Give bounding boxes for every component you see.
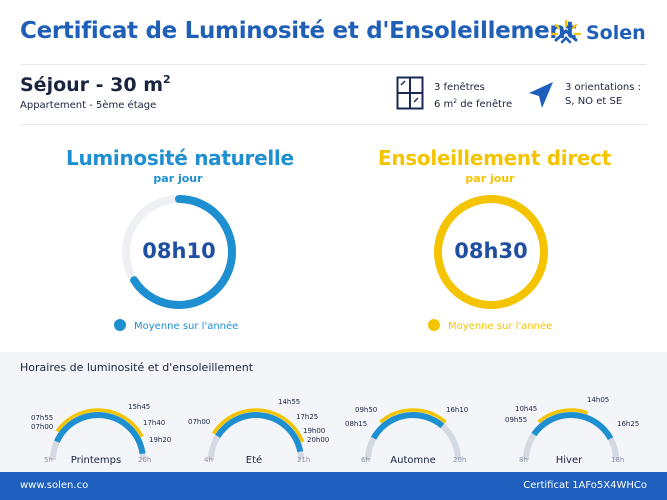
- label-sun-start: 07h55: [31, 414, 54, 422]
- page-title: Certificat de Luminosité et d'Ensoleille…: [20, 18, 577, 44]
- luminosity-ring: [122, 195, 236, 309]
- sunshine-ring-arc: [434, 195, 548, 309]
- gauge-ete: 07h00 14h55 17h25 19h00 20h00 4h 21h Eté: [186, 390, 336, 470]
- label-sun-end: 17h40: [143, 419, 166, 427]
- sunshine-arc: [379, 408, 447, 424]
- label-lum-start: 07h00: [188, 418, 211, 426]
- luminosity-subtitle: par jour: [153, 172, 203, 185]
- brand-name: Solen: [586, 22, 646, 44]
- label-lum-start: 08h15: [345, 420, 368, 428]
- window-icon: [396, 76, 424, 110]
- season-name: Automne: [390, 455, 436, 466]
- gauge-automne: 09h50 08h15 16h10 6h 20h Automne: [343, 390, 493, 470]
- legend-dot: [428, 319, 440, 331]
- axis-start: 6h: [361, 456, 370, 464]
- label-top: 15h45: [128, 403, 151, 411]
- website-link[interactable]: www.solen.co: [20, 480, 89, 491]
- luminosity-ring-arc: [122, 195, 236, 309]
- sunshine-subtitle: par jour: [465, 172, 515, 185]
- orientation-info: 3 orientations : S, NO et SE: [565, 82, 642, 107]
- label-lum-start: 09h55: [505, 416, 528, 424]
- axis-start: 8h: [519, 456, 528, 464]
- luminosity-title: Luminosité naturelle: [66, 146, 294, 170]
- luminosity-arc: [531, 412, 614, 441]
- label-lum-end: 16h25: [617, 420, 640, 428]
- room-subtitle: Appartement - 5ème étage: [20, 100, 157, 111]
- luminosity-legend: Moyenne sur l'année: [114, 319, 238, 332]
- season-name: Eté: [245, 455, 263, 466]
- label-sun-start: 09h50: [355, 406, 378, 414]
- footer: www.solen.co Certificat 1AFo5X4WHCo: [0, 472, 667, 500]
- axis-end: 20h: [453, 456, 467, 464]
- axis-end: 21h: [297, 456, 311, 464]
- sunshine-arc: [55, 408, 144, 438]
- axis-start: 4h: [204, 456, 213, 464]
- label-sun-start: 10h45: [515, 405, 538, 413]
- label-top: 14h55: [278, 398, 301, 406]
- sunshine-ring: [434, 195, 548, 309]
- luminosity-arc: [370, 411, 445, 440]
- gauge-hiver: 10h45 09h55 14h05 16h25 8h 18h Hiver: [501, 390, 651, 470]
- luminosity-arc: [215, 412, 304, 453]
- legend-dot: [114, 319, 126, 331]
- axis-start: 5h: [44, 456, 53, 464]
- axis-end: 18h: [611, 456, 625, 464]
- label-mid-right: 17h25: [296, 413, 319, 421]
- gauge-arcs: [523, 408, 619, 461]
- gauge-arcs: [50, 408, 146, 461]
- label-lum-end: 20h00: [307, 436, 330, 444]
- axis-end: 20h: [138, 456, 152, 464]
- sunshine-arc: [212, 408, 305, 443]
- sunshine-title: Ensoleillement direct: [378, 146, 611, 170]
- label-sun-end: 19h00: [303, 427, 326, 435]
- schedules-title: Horaires de luminosité et d'ensoleilleme…: [20, 361, 254, 374]
- gauge-printemps: 07h55 07h00 15h45 17h40 19h20 5h 20h Pri…: [28, 390, 178, 470]
- divider: [20, 124, 647, 125]
- label-lum-end: 19h20: [149, 436, 172, 444]
- label-top: 14h05: [587, 396, 610, 404]
- season-name: Printemps: [70, 455, 122, 466]
- sun-house-icon: [550, 19, 582, 44]
- room-title: Séjour - 30 m2: [20, 73, 171, 96]
- label-lum-start: 07h00: [31, 423, 54, 431]
- gauge-arcs: [365, 408, 461, 461]
- luminosity-value: 08h10: [142, 239, 216, 263]
- divider: [20, 64, 647, 65]
- certificate-id: Certificat 1AFo5X4WHCo: [523, 480, 647, 491]
- season-name: Hiver: [555, 455, 583, 466]
- sunshine-value: 08h30: [454, 239, 528, 263]
- luminosity-arc: [54, 412, 146, 455]
- gauge-arcs: [208, 408, 305, 461]
- brand-logo[interactable]: Solen: [550, 18, 660, 50]
- windows-info: 3 fenêtres 6 m2 de fenêtre: [434, 82, 513, 110]
- label-top: 16h10: [446, 406, 469, 414]
- sunshine-arc: [537, 408, 589, 424]
- compass-arrow-icon: [529, 82, 553, 108]
- sunshine-legend: Moyenne sur l'année: [428, 319, 552, 332]
